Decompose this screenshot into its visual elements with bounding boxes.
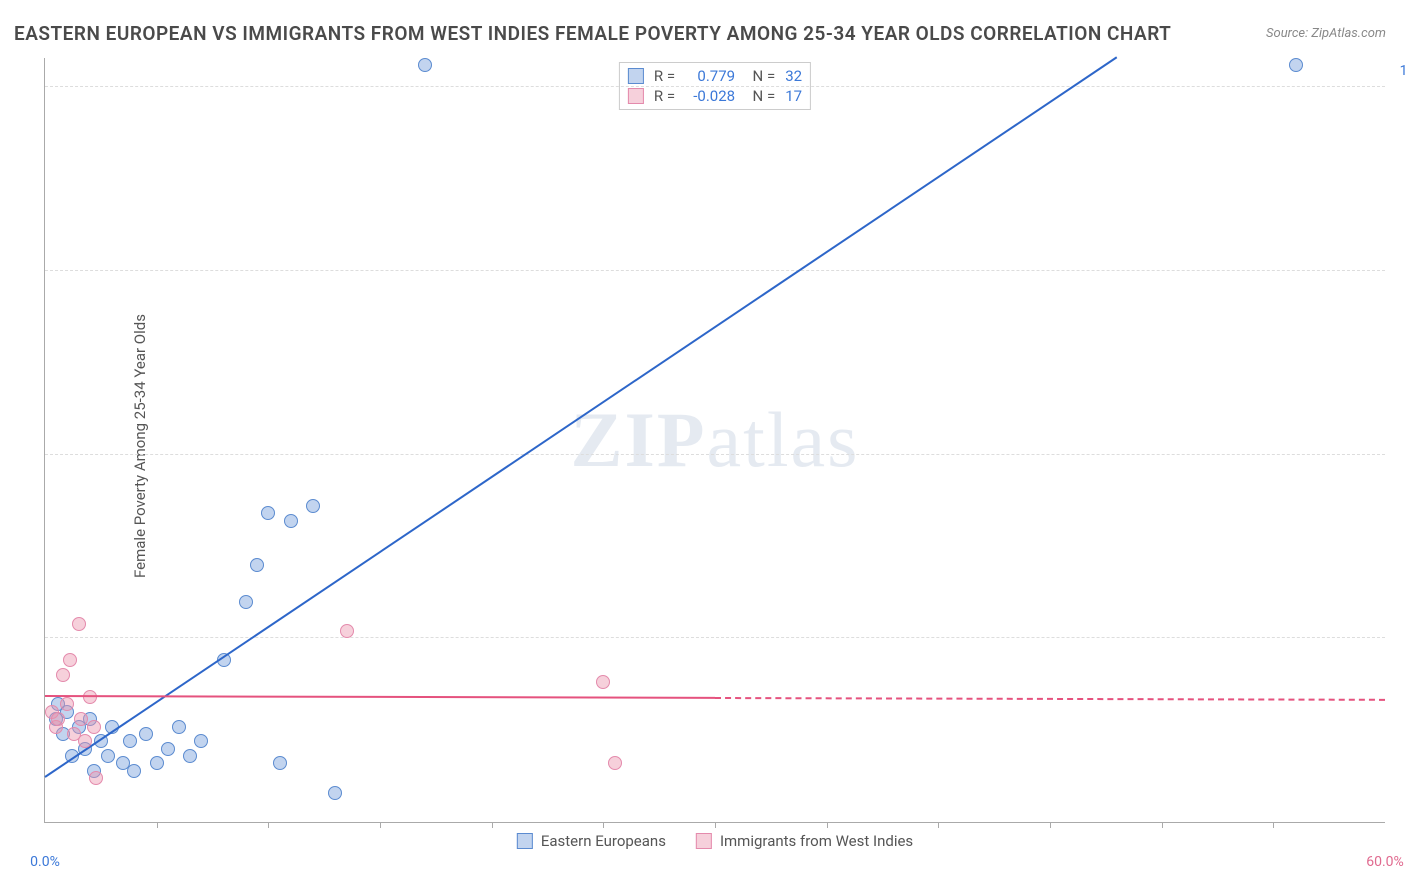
data-point	[340, 624, 354, 638]
x-tick-mark	[157, 822, 158, 828]
stat-r-value: 0.779	[685, 67, 735, 85]
data-point	[284, 514, 298, 528]
data-point	[89, 771, 103, 785]
stat-row: R = 0.779 N = 32	[628, 66, 802, 86]
data-point	[596, 675, 610, 689]
stat-n-value: 32	[785, 67, 802, 85]
y-tick-label: 100.0%	[1390, 63, 1406, 79]
data-point	[273, 756, 287, 770]
watermark: ZIPatlas	[571, 395, 860, 485]
data-point	[328, 786, 342, 800]
data-point	[1289, 58, 1303, 72]
y-tick-label: 25.0%	[1390, 614, 1406, 630]
data-point	[63, 653, 77, 667]
x-tick-mark	[827, 822, 828, 828]
trendline-dashed	[715, 697, 1385, 701]
legend-label: Immigrants from West Indies	[720, 832, 913, 850]
x-tick-mark	[715, 822, 716, 828]
trendline	[45, 695, 715, 699]
data-point	[250, 558, 264, 572]
data-point	[123, 734, 137, 748]
data-point	[172, 720, 186, 734]
data-point	[87, 720, 101, 734]
x-tick-label: 60.0%	[1366, 854, 1404, 870]
data-point	[194, 734, 208, 748]
data-point	[101, 749, 115, 763]
legend-swatch	[696, 833, 712, 849]
stat-row: R = -0.028 N = 17	[628, 86, 802, 106]
data-point	[127, 764, 141, 778]
legend-swatch	[517, 833, 533, 849]
legend-item: Eastern Europeans	[517, 832, 666, 850]
data-point	[418, 58, 432, 72]
data-point	[56, 668, 70, 682]
stat-r-label: R =	[654, 67, 675, 85]
chart-title: EASTERN EUROPEAN VS IMMIGRANTS FROM WEST…	[14, 22, 1171, 45]
stat-r-label: R =	[654, 87, 675, 105]
series-legend: Eastern Europeans Immigrants from West In…	[517, 832, 913, 850]
y-tick-label: 50.0%	[1390, 431, 1406, 447]
data-point	[183, 749, 197, 763]
gridline	[45, 270, 1385, 271]
data-point	[72, 617, 86, 631]
source-label: Source: ZipAtlas.com	[1266, 26, 1386, 41]
stat-n-value: 17	[785, 87, 802, 105]
x-tick-mark	[380, 822, 381, 828]
data-point	[139, 727, 153, 741]
legend-swatch	[628, 88, 644, 104]
legend-item: Immigrants from West Indies	[696, 832, 913, 850]
data-point	[51, 712, 65, 726]
stat-n-label: N =	[745, 87, 775, 105]
gridline	[45, 637, 1385, 638]
trendline	[44, 56, 1117, 778]
data-point	[608, 756, 622, 770]
plot-area: ZIPatlas R =0.779 N =32R =-0.028 N =17 E…	[44, 58, 1385, 823]
y-tick-label: 75.0%	[1390, 247, 1406, 263]
x-tick-mark	[938, 822, 939, 828]
data-point	[261, 506, 275, 520]
x-tick-mark	[1273, 822, 1274, 828]
gridline	[45, 86, 1385, 87]
stat-n-label: N =	[745, 67, 775, 85]
data-point	[306, 499, 320, 513]
x-tick-mark	[268, 822, 269, 828]
legend-swatch	[628, 68, 644, 84]
data-point	[60, 697, 74, 711]
x-tick-mark	[1162, 822, 1163, 828]
data-point	[74, 712, 88, 726]
data-point	[150, 756, 164, 770]
x-tick-mark	[1050, 822, 1051, 828]
x-tick-label: 0.0%	[30, 854, 60, 870]
gridline	[45, 454, 1385, 455]
stat-r-value: -0.028	[685, 87, 735, 105]
data-point	[78, 734, 92, 748]
data-point	[161, 742, 175, 756]
x-tick-mark	[603, 822, 604, 828]
x-tick-mark	[492, 822, 493, 828]
legend-label: Eastern Europeans	[541, 832, 666, 850]
data-point	[239, 595, 253, 609]
